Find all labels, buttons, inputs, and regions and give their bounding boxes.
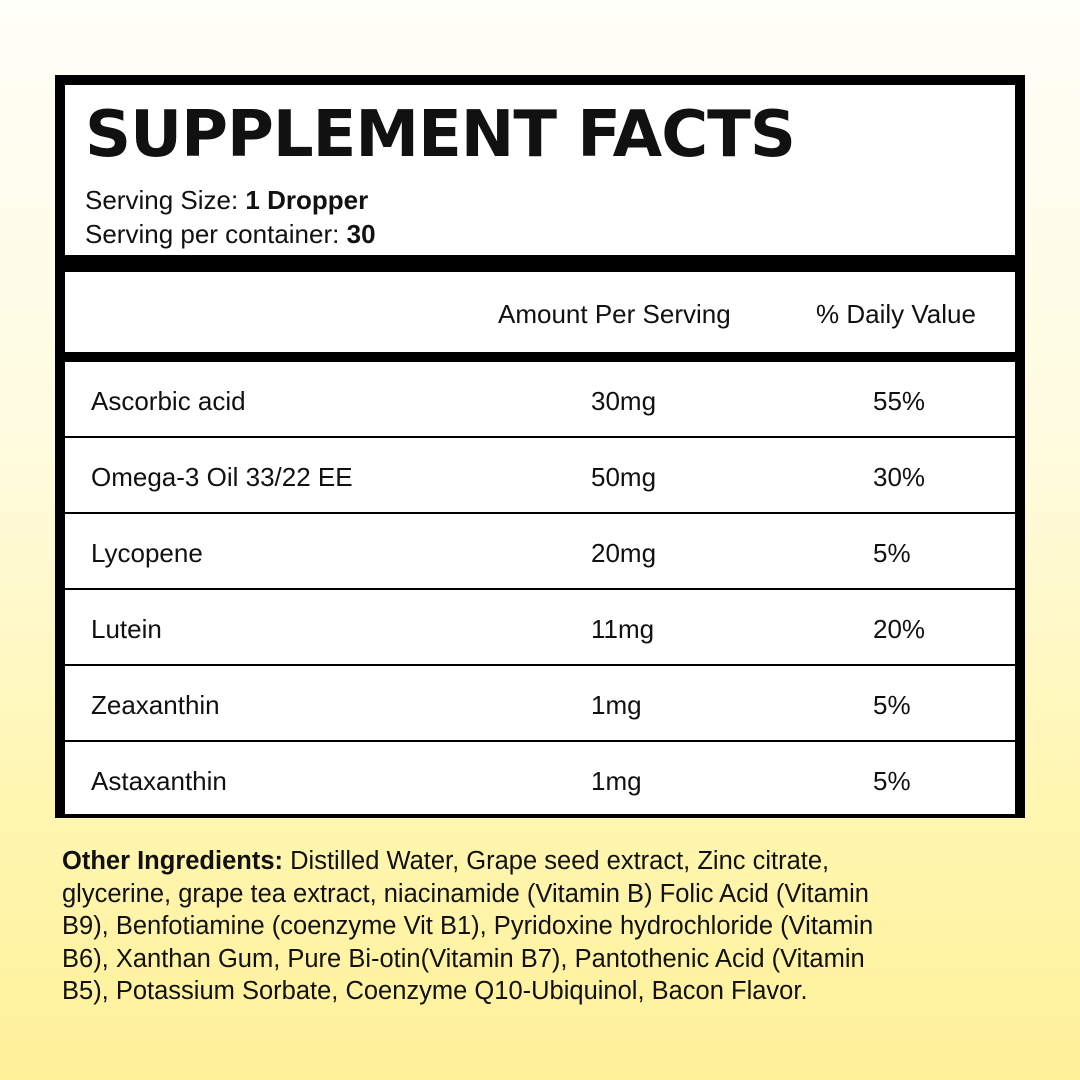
nutrient-daily-value: 5% (873, 766, 911, 796)
nutrient-name: Ascorbic acid (91, 386, 246, 416)
nutrient-name: Omega-3 Oil 33/22 EE (91, 462, 353, 492)
ingredients-line: glycerine, grape tea extract, niacinamid… (62, 879, 869, 908)
serving-size-label: Serving Size: (85, 185, 239, 215)
nutrient-name: Lutein (91, 614, 162, 644)
nutrient-amount: 11mg (591, 614, 655, 644)
serving-size-value: 1 Dropper (245, 185, 369, 215)
column-header-row: Amount Per Serving % Daily Value (65, 272, 1015, 352)
serving-size: Serving Size: 1 Dropper (85, 187, 368, 213)
ingredients-line: Distilled Water, Grape seed extract, Zin… (283, 847, 830, 875)
nutrient-daily-value: 5% (873, 690, 911, 720)
nutrient-amount: 30mg (591, 386, 657, 416)
facts-header: SUPPLEMENT FACTS Serving Size: 1 Dropper… (65, 85, 1015, 255)
nutrient-daily-value: 20% (873, 614, 926, 644)
other-ingredients-label: Other Ingredients: (62, 847, 284, 875)
servings-value: 30 (346, 219, 376, 249)
servings-label: Serving per container: (85, 219, 340, 249)
table-row: Omega-3 Oil 33/22 EE 50mg 30% (65, 438, 1015, 512)
ingredients-line: B9), Benfotiamine (coenzyme Vit B1), Pyr… (62, 912, 874, 940)
servings-per-container: Serving per container: 30 (85, 221, 376, 247)
nutrient-name: Astaxanthin (91, 766, 227, 796)
nutrient-amount: 20mg (591, 538, 657, 568)
table-row: Lutein 11mg 20% (65, 590, 1015, 664)
supplement-facts-panel: SUPPLEMENT FACTS Serving Size: 1 Dropper… (55, 75, 1025, 818)
table-row: Lycopene 20mg 5% (65, 514, 1015, 588)
other-ingredients: Other Ingredients: Distilled Water, Grap… (62, 845, 873, 1008)
nutrient-amount: 50mg (591, 462, 657, 492)
ingredients-line: B6), Xanthan Gum, Pure Bi-otin(Vitamin B… (62, 944, 865, 973)
table-row: Ascorbic acid 30mg 55% (65, 362, 1015, 436)
ingredients-line: B5), Potassium Sorbate, Coenzyme Q10-Ubi… (62, 977, 808, 1005)
page-title: SUPPLEMENT FACTS (85, 98, 796, 172)
nutrient-daily-value: 55% (873, 386, 926, 416)
table-row: Astaxanthin 1mg 5% (65, 742, 1015, 814)
nutrient-daily-value: 30% (873, 462, 926, 492)
column-header-amount: Amount Per Serving (498, 299, 731, 329)
table-row: Zeaxanthin 1mg 5% (65, 666, 1015, 740)
nutrient-daily-value: 5% (873, 538, 911, 568)
column-header-daily-value: % Daily Value (816, 299, 976, 329)
nutrient-amount: 1mg (591, 766, 642, 796)
nutrient-name: Zeaxanthin (91, 690, 220, 720)
nutrient-amount: 1mg (591, 690, 642, 720)
nutrient-table: Ascorbic acid 30mg 55% Omega-3 Oil 33/22 E… (65, 362, 1015, 814)
nutrient-name: Lycopene (91, 538, 203, 568)
